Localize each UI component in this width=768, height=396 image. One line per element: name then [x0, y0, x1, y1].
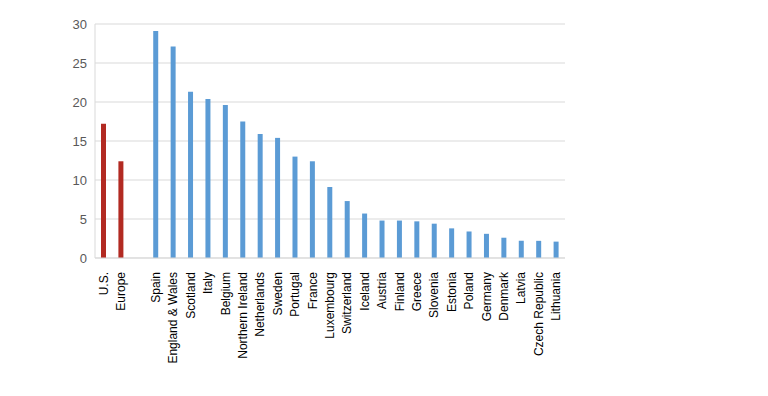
svg-text:30: 30 — [73, 17, 87, 32]
svg-text:U.S.: U.S. — [97, 272, 111, 295]
svg-text:Spain: Spain — [149, 272, 163, 303]
svg-text:5: 5 — [80, 212, 87, 227]
svg-text:Italy: Italy — [201, 272, 215, 294]
svg-text:0: 0 — [80, 251, 87, 266]
svg-text:Europe: Europe — [114, 272, 128, 311]
svg-text:Greece: Greece — [410, 272, 424, 312]
svg-text:Germany: Germany — [480, 272, 494, 321]
svg-text:Czech Republic: Czech Republic — [532, 272, 546, 356]
svg-text:Estonia: Estonia — [445, 272, 459, 312]
svg-text:Northern Ireland: Northern Ireland — [236, 272, 250, 359]
svg-text:Netherlands: Netherlands — [253, 272, 267, 337]
svg-text:10: 10 — [73, 173, 87, 188]
svg-text:Belgium: Belgium — [219, 272, 233, 315]
svg-text:Denmark: Denmark — [497, 271, 511, 321]
svg-text:Luxembourg: Luxembourg — [323, 272, 337, 339]
svg-text:25: 25 — [73, 56, 87, 71]
svg-text:Scotland: Scotland — [184, 272, 198, 319]
svg-text:Lithuania: Lithuania — [549, 272, 563, 321]
svg-text:15: 15 — [73, 134, 87, 149]
svg-text:Portugal: Portugal — [288, 272, 302, 317]
svg-text:Poland: Poland — [462, 272, 476, 309]
svg-text:Switzerland: Switzerland — [340, 272, 354, 334]
svg-text:France: France — [306, 272, 320, 310]
svg-text:Sweden: Sweden — [271, 272, 285, 315]
svg-text:Austria: Austria — [375, 272, 389, 310]
svg-text:Finland: Finland — [393, 272, 407, 311]
svg-text:Slovenia: Slovenia — [427, 272, 441, 318]
svg-text:Iceland: Iceland — [358, 272, 372, 311]
svg-text:20: 20 — [73, 95, 87, 110]
svg-text:England & Wales: England & Wales — [166, 272, 180, 364]
svg-text:Latvia: Latvia — [514, 272, 528, 304]
